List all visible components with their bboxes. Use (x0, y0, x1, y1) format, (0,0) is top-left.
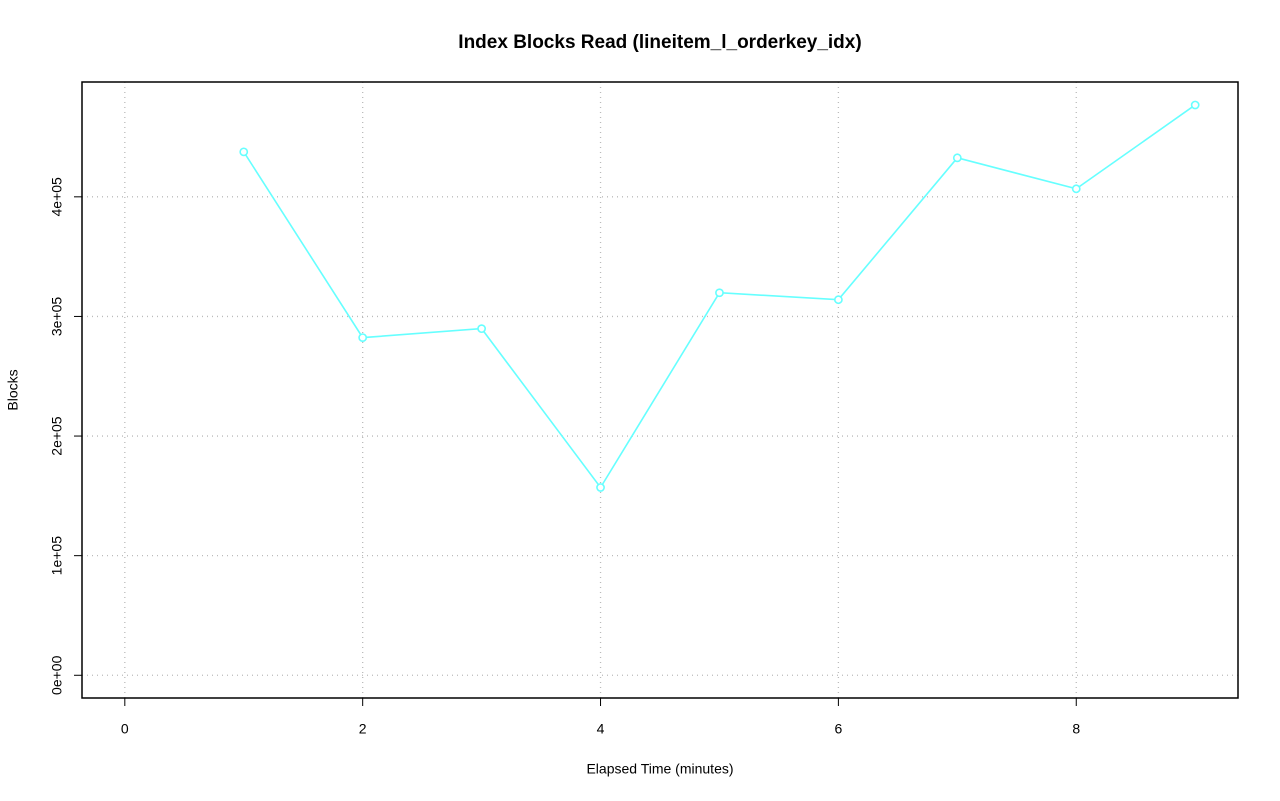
x-tick-label: 6 (834, 721, 842, 737)
data-point (358, 333, 368, 343)
y-tick-label: 2e+05 (49, 416, 65, 456)
data-point (1190, 100, 1200, 110)
data-point (239, 147, 249, 157)
data-point (596, 483, 605, 492)
x-tick-label: 2 (359, 721, 367, 737)
x-tick-label: 4 (597, 721, 605, 737)
data-point (715, 288, 724, 298)
data-point (1071, 184, 1081, 194)
data-point (833, 295, 843, 305)
data-point (477, 324, 487, 334)
plot-frame (81, 81, 1239, 699)
x-axis-label: Elapsed Time (minutes) (586, 761, 733, 777)
chart-title: Index Blocks Read (lineitem_l_orderkey_i… (458, 32, 861, 53)
y-tick-label: 3e+05 (49, 297, 65, 337)
y-tick-label: 0e+00 (49, 655, 65, 695)
y-tick-label: 1e+05 (49, 536, 65, 576)
data-point (952, 153, 962, 163)
x-tick-label: 0 (121, 721, 129, 737)
x-tick-label: 8 (1072, 721, 1080, 737)
plot-area (239, 100, 1200, 492)
y-tick-label: 4e+05 (49, 177, 65, 217)
y-axis-label: Blocks (5, 369, 21, 410)
